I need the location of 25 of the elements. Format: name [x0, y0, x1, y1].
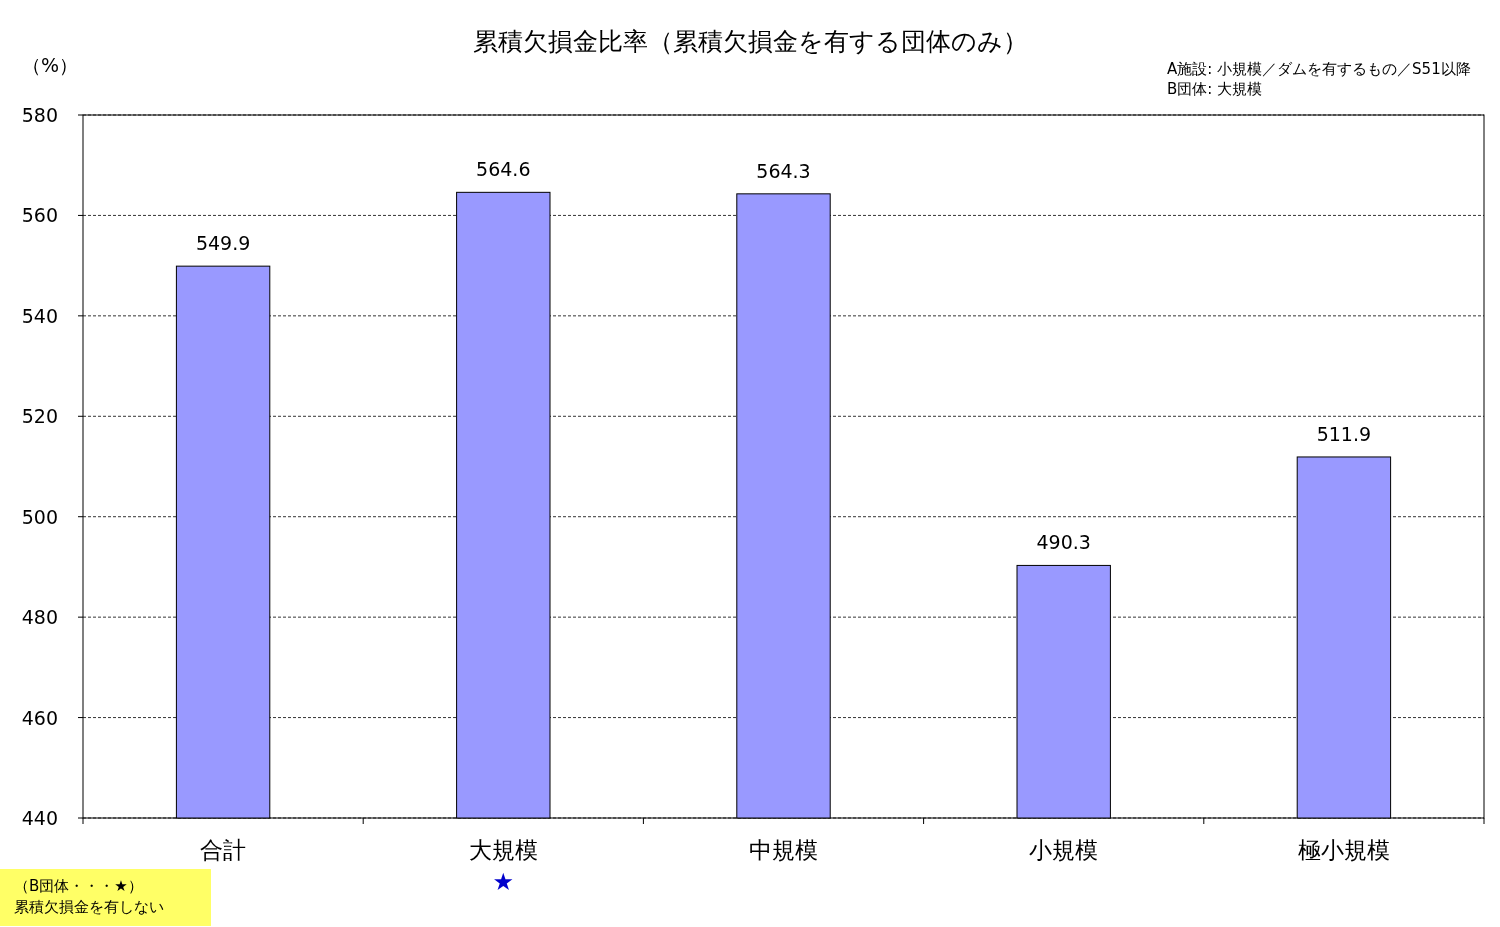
- y-tick-label: 460: [21, 706, 58, 729]
- text: B団体: 大規模: [1167, 80, 1263, 98]
- y-tick-label: 580: [21, 104, 58, 126]
- data-label: 511.9: [1316, 422, 1372, 445]
- chart-title: 累積欠損金比率（累積欠損金を有する団体のみ）: [472, 27, 1028, 56]
- y-tick-label: 520: [21, 405, 58, 428]
- y-tick-label: 540: [21, 304, 58, 327]
- data-label: 490.3: [1036, 531, 1091, 554]
- y-tick-label: 500: [21, 505, 58, 528]
- y-axis-title: （%）: [21, 54, 79, 76]
- data-label: 549.9: [195, 232, 251, 255]
- text: 累積欠損金を有しない: [14, 898, 164, 916]
- text: ★: [492, 868, 515, 896]
- y-tick-label: 440: [21, 807, 58, 829]
- data-label: 564.6: [476, 158, 531, 181]
- x-tick-label: 中規模: [749, 837, 818, 863]
- data-label: 564.3: [756, 159, 811, 182]
- x-tick-label: 大規模: [468, 837, 538, 863]
- x-tick-label: 極小規模: [1297, 837, 1390, 863]
- text: （B団体・・・★）: [14, 877, 143, 895]
- x-tick-label: 小規模: [1029, 837, 1099, 863]
- text: A施設: 小規模／ダムを有するもの／S51以降: [1167, 60, 1471, 78]
- y-tick-label: 480: [21, 606, 58, 629]
- x-tick-label: 合計: [200, 837, 247, 863]
- y-tick-label: 560: [21, 204, 58, 227]
